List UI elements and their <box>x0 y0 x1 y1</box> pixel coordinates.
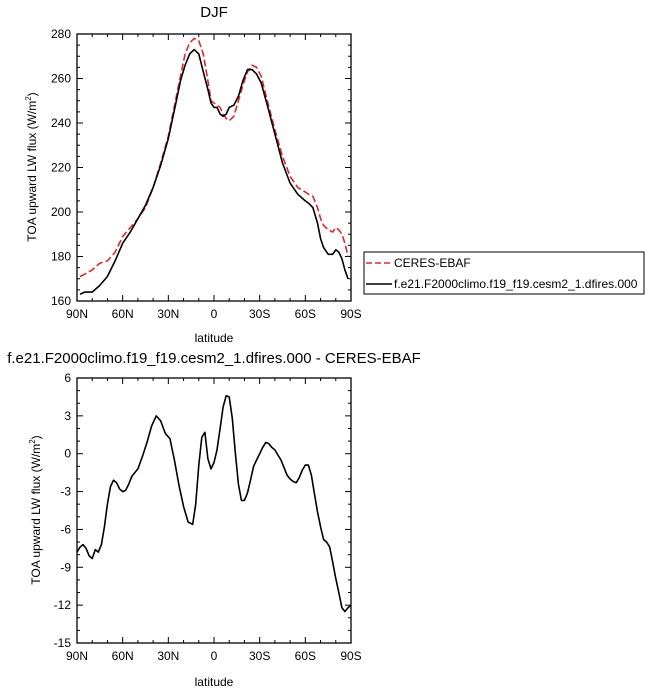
chart-top-ytick-label: 180 <box>51 250 71 264</box>
chart-top-x-ticks: 90N 60N 30N 0 30S 60S 90S <box>66 34 362 321</box>
chart-top-xtick-label: 90S <box>340 307 361 321</box>
chart-bottom-ytick-label: -15 <box>54 636 72 650</box>
chart-bottom-y-ticks: -15 -12 -9 -6 -3 0 3 6 <box>54 371 351 650</box>
chart-bottom-xtick-label: 0 <box>211 649 218 663</box>
chart-bottom-ytick-label: -3 <box>60 485 71 499</box>
legend-label-ceres: CERES-EBAF <box>394 256 471 270</box>
chart-bottom-title: f.e21.F2000climo.f19_f19.cesm2_1.dfires.… <box>7 350 421 367</box>
chart-top-y-axis-label: TOA upward LW flux (W/m2) <box>24 92 39 241</box>
chart-bottom-series <box>76 394 352 613</box>
chart-bottom-ytick-label: 6 <box>64 371 71 385</box>
chart-top-xtick-label: 60S <box>295 307 316 321</box>
chart-bottom-xtick-label: 30N <box>157 649 179 663</box>
chart-top-ytick-label: 260 <box>51 72 71 86</box>
chart-bottom: f.e21.F2000climo.f19_f19.cesm2_1.dfires.… <box>7 350 421 689</box>
chart-bottom-xtick-label: 60S <box>295 649 316 663</box>
chart-bottom-plot-frame <box>76 377 352 644</box>
chart-bottom-xtick-label: 30S <box>249 649 270 663</box>
chart-bottom-ytick-label: 0 <box>64 447 71 461</box>
chart-top-ytick-label: 200 <box>51 205 71 219</box>
chart-top-xtick-label: 30N <box>157 307 179 321</box>
chart-top-y-axis-label-text: TOA upward LW flux (W/m <box>25 101 39 242</box>
chart-top-series <box>79 37 349 296</box>
chart-bottom-ytick-label: -6 <box>60 522 71 536</box>
chart-top-xtick-label: 0 <box>211 307 218 321</box>
chart-bottom-y-axis-label-text: TOA upward LW flux (W/m <box>29 444 43 585</box>
chart-bottom-y-axis-label-close: ) <box>29 435 43 439</box>
chart-top-y-axis-label-sup: 2 <box>24 96 33 101</box>
chart-top-ytick-label: 220 <box>51 161 71 175</box>
chart-top-ytick-label: 240 <box>51 116 71 130</box>
legend-label-model: f.e21.F2000climo.f19_f19.cesm2_1.dfires.… <box>394 277 638 291</box>
chart-bottom-xtick-label: 60N <box>112 649 134 663</box>
chart-bottom-x-ticks: 90N 60N 30N 0 30S 60S 90S <box>66 378 362 663</box>
chart-bottom-ytick-label: -9 <box>60 560 71 574</box>
chart-bottom-series-line-0 <box>76 394 352 613</box>
chart-top-series-line-1 <box>79 48 349 296</box>
chart-top-y-axis-label-close: ) <box>25 92 39 96</box>
chart-top: DJF 90N 60N 30N 0 30S 60S 90S 160 180 200 220 240 2… <box>24 4 362 345</box>
chart-top-x-axis-label: latitude <box>195 331 234 345</box>
chart-bottom-x-axis-label: latitude <box>195 675 234 689</box>
chart-top-xtick-label: 90N <box>66 307 88 321</box>
chart-top-ytick-label: 160 <box>51 294 71 308</box>
chart-bottom-xtick-label: 90N <box>66 649 88 663</box>
chart-top-series-line-0 <box>79 37 349 278</box>
legend-box <box>363 251 645 295</box>
chart-bottom-xtick-label: 90S <box>340 649 361 663</box>
chart-top-y-ticks: 160 180 200 220 240 260 280 <box>51 27 351 308</box>
chart-bottom-y-axis-label: TOA upward LW flux (W/m2) <box>28 435 43 584</box>
chart-top-xtick-label: 60N <box>112 307 134 321</box>
chart-bottom-ytick-label: -12 <box>54 598 72 612</box>
legend: CERES-EBAF f.e21.F2000climo.f19_f19.cesm… <box>363 251 645 295</box>
chart-bottom-y-axis-label-sup: 2 <box>28 439 37 444</box>
chart-top-ytick-label: 280 <box>51 27 71 41</box>
chart-top-plot-frame <box>76 33 352 302</box>
chart-bottom-ytick-label: 3 <box>64 409 71 423</box>
chart-top-title: DJF <box>200 4 228 21</box>
chart-top-xtick-label: 30S <box>249 307 270 321</box>
